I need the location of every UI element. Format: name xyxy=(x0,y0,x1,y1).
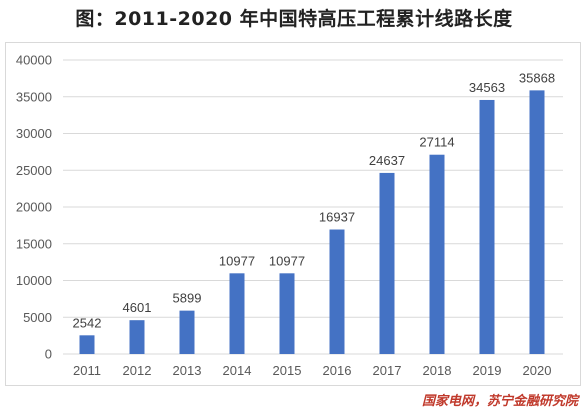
data-label: 4601 xyxy=(123,300,152,315)
data-label: 16937 xyxy=(319,210,355,225)
y-tick-label: 15000 xyxy=(16,236,52,251)
x-tick-label: 2015 xyxy=(273,363,302,378)
y-tick-label: 5000 xyxy=(23,310,52,325)
data-label: 27114 xyxy=(419,135,454,150)
x-tick-label: 2011 xyxy=(73,363,101,378)
x-axis-tick-labels: 2011 2012 2013 2014 2015 2016 2017 2018 2019 2020 xyxy=(73,363,551,378)
x-tick-label: 2012 xyxy=(123,363,152,378)
y-tick-label: 10000 xyxy=(16,273,52,288)
bars xyxy=(79,90,545,355)
chart-title: 图：2011-2020 年中国特高压工程累计线路长度 xyxy=(75,8,513,30)
y-tick-label: 20000 xyxy=(16,200,52,215)
x-tick-label: 2017 xyxy=(373,363,402,378)
y-tick-label: 35000 xyxy=(16,89,52,104)
data-labels: 2542 4601 5899 10977 10977 16937 24637 27114 345… xyxy=(73,70,556,330)
y-axis-tick-labels: 0 5000 10000 15000 20000 25000 30000 35000 40000 xyxy=(16,53,52,362)
bar xyxy=(429,154,445,354)
data-label: 5899 xyxy=(173,291,202,306)
x-tick-label: 2013 xyxy=(173,363,202,378)
y-tick-label: 30000 xyxy=(16,126,52,141)
data-label: 10977 xyxy=(269,253,305,268)
bar xyxy=(179,310,195,354)
data-label: 35868 xyxy=(519,70,555,85)
bar xyxy=(129,320,145,354)
x-tick-label: 2020 xyxy=(523,363,552,378)
bar xyxy=(529,90,545,354)
bar xyxy=(79,335,95,354)
x-tick-label: 2014 xyxy=(223,363,252,378)
data-label: 10977 xyxy=(219,253,255,268)
y-tick-label: 25000 xyxy=(16,163,52,178)
source-note: 国家电网，苏宁金融研究院 xyxy=(421,394,578,409)
y-tick-label: 0 xyxy=(45,347,52,362)
bar xyxy=(379,172,395,354)
data-label: 24637 xyxy=(369,153,405,168)
bar xyxy=(479,99,495,355)
data-label: 34563 xyxy=(469,80,505,95)
data-label: 2542 xyxy=(73,315,102,330)
x-tick-label: 2018 xyxy=(423,363,452,378)
bar xyxy=(329,229,345,354)
x-tick-label: 2019 xyxy=(473,363,502,378)
bar xyxy=(279,273,295,354)
y-tick-label: 40000 xyxy=(16,53,52,68)
bar xyxy=(229,273,245,354)
x-tick-label: 2016 xyxy=(323,363,352,378)
